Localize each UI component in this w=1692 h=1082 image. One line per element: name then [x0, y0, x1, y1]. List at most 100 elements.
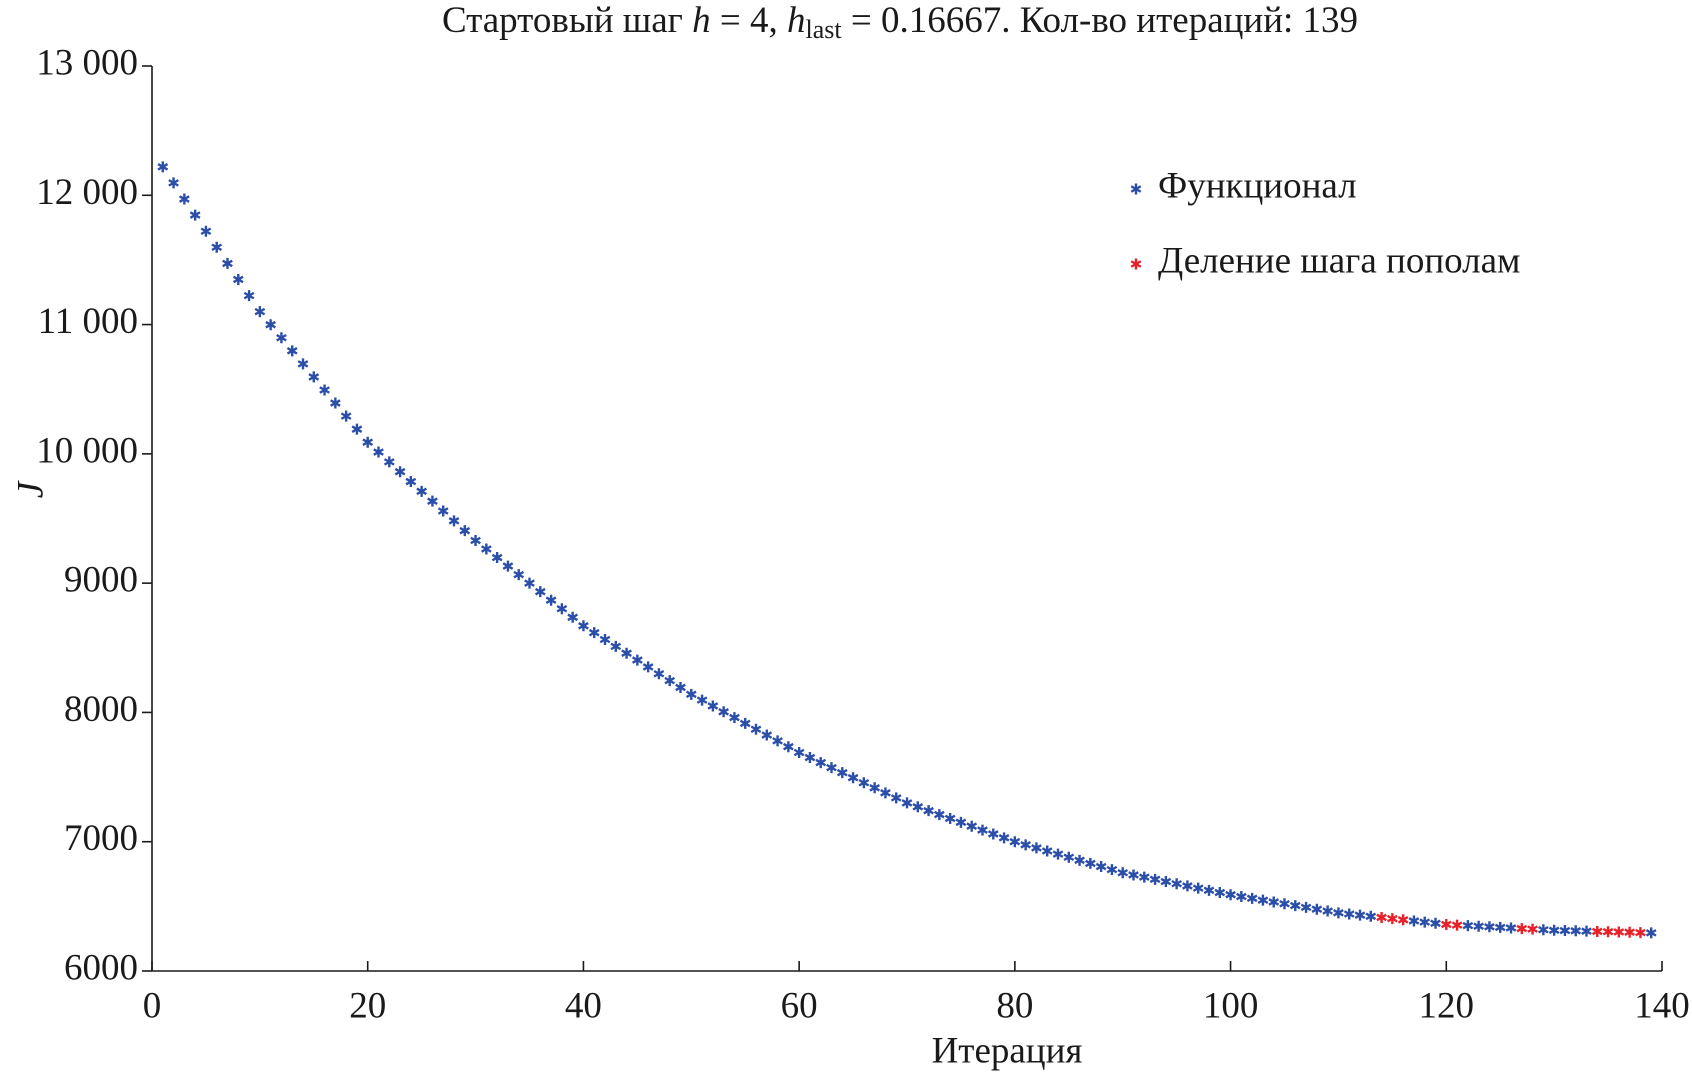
data-point [1591, 925, 1603, 937]
data-point [739, 717, 751, 729]
data-point [1624, 926, 1636, 938]
data-point [729, 712, 740, 724]
legend-label: Деление шага пополам [1158, 240, 1520, 281]
data-point [1106, 864, 1118, 876]
legend-label: Функционал [1158, 165, 1357, 206]
y-tick-label: 12 000 [36, 172, 138, 213]
data-point [675, 681, 686, 693]
data-point [1462, 920, 1474, 932]
data-point [696, 694, 708, 706]
data-point [707, 700, 719, 712]
y-tick-label: 6000 [64, 947, 138, 988]
data-point [1451, 919, 1463, 931]
data-point [265, 319, 277, 331]
data-point [998, 832, 1010, 844]
data-point [480, 543, 492, 555]
data-point [513, 569, 525, 581]
data-point [362, 436, 374, 448]
data-point [869, 782, 881, 794]
data-point [782, 741, 794, 753]
data-point [1322, 905, 1334, 917]
data-point [1581, 925, 1592, 937]
data-point [1268, 896, 1280, 908]
data-point [664, 675, 676, 687]
data-point [901, 797, 913, 809]
data-point [1117, 867, 1129, 879]
x-tick-label: 20 [349, 985, 386, 1026]
data-point [448, 515, 460, 527]
data-point [502, 560, 514, 572]
x-axis-label: Итерация [932, 1030, 1083, 1071]
data-point [405, 476, 417, 488]
y-tick-label: 7000 [64, 818, 138, 859]
title-part: h [787, 0, 806, 41]
data-point [308, 371, 320, 383]
data-point [556, 603, 568, 615]
data-point [1289, 900, 1301, 912]
data-point [1343, 908, 1355, 920]
data-point [880, 787, 891, 799]
title-part: = 0.16667. Кол-во итераций: 139 [842, 0, 1358, 41]
data-point [653, 668, 665, 680]
data-point [232, 273, 244, 285]
data-point [966, 820, 978, 832]
data-point [1376, 911, 1387, 923]
data-point [319, 384, 330, 396]
data-point [1074, 854, 1085, 866]
data-point [1548, 924, 1560, 936]
data-point [1246, 892, 1258, 904]
data-point [1257, 894, 1269, 906]
data-point [1527, 923, 1538, 935]
data-point [189, 209, 201, 221]
data-point [383, 456, 395, 468]
data-point [1354, 909, 1366, 921]
data-point [933, 809, 945, 821]
data-point [955, 816, 967, 828]
data-point [157, 161, 169, 173]
data-point [254, 306, 266, 318]
data-point [351, 423, 363, 435]
data-point [340, 410, 352, 422]
data-point [329, 397, 341, 409]
data-point [599, 634, 611, 646]
data-point [793, 747, 805, 759]
x-tick-label: 120 [1419, 985, 1475, 1026]
data-point [1440, 918, 1452, 930]
data-point [394, 466, 406, 478]
title-part: = 4, [711, 0, 787, 41]
title-part: h [692, 0, 711, 41]
data-point [858, 777, 870, 789]
data-point [1095, 861, 1107, 873]
data-point [944, 812, 956, 824]
data-point [1559, 925, 1571, 937]
data-point [1635, 927, 1646, 939]
data-point [459, 525, 471, 537]
data-point [1203, 884, 1215, 896]
x-tick-label: 60 [781, 985, 818, 1026]
data-point [1494, 921, 1506, 933]
data-point [416, 485, 428, 497]
data-point [826, 762, 837, 774]
data-point [1063, 851, 1075, 863]
data-point [1279, 898, 1290, 910]
data-point [815, 757, 827, 769]
data-point [977, 824, 988, 836]
data-point [1128, 869, 1139, 881]
data-point [373, 446, 384, 458]
data-point [524, 577, 535, 589]
x-tick-label: 40 [565, 985, 602, 1026]
data-point [1300, 901, 1312, 913]
data-point [1365, 910, 1377, 922]
y-tick-label: 13 000 [36, 42, 138, 83]
data-point [243, 290, 255, 302]
data-point [1171, 878, 1183, 890]
y-tick-label: 11 000 [38, 301, 138, 342]
y-axis-label: J [10, 480, 51, 498]
data-point [1138, 871, 1150, 883]
data-point [1645, 927, 1657, 939]
y-tick-label: 8000 [64, 689, 138, 730]
data-point [200, 225, 212, 237]
data-point [1505, 922, 1517, 934]
data-point [923, 805, 934, 817]
data-point [286, 345, 298, 357]
